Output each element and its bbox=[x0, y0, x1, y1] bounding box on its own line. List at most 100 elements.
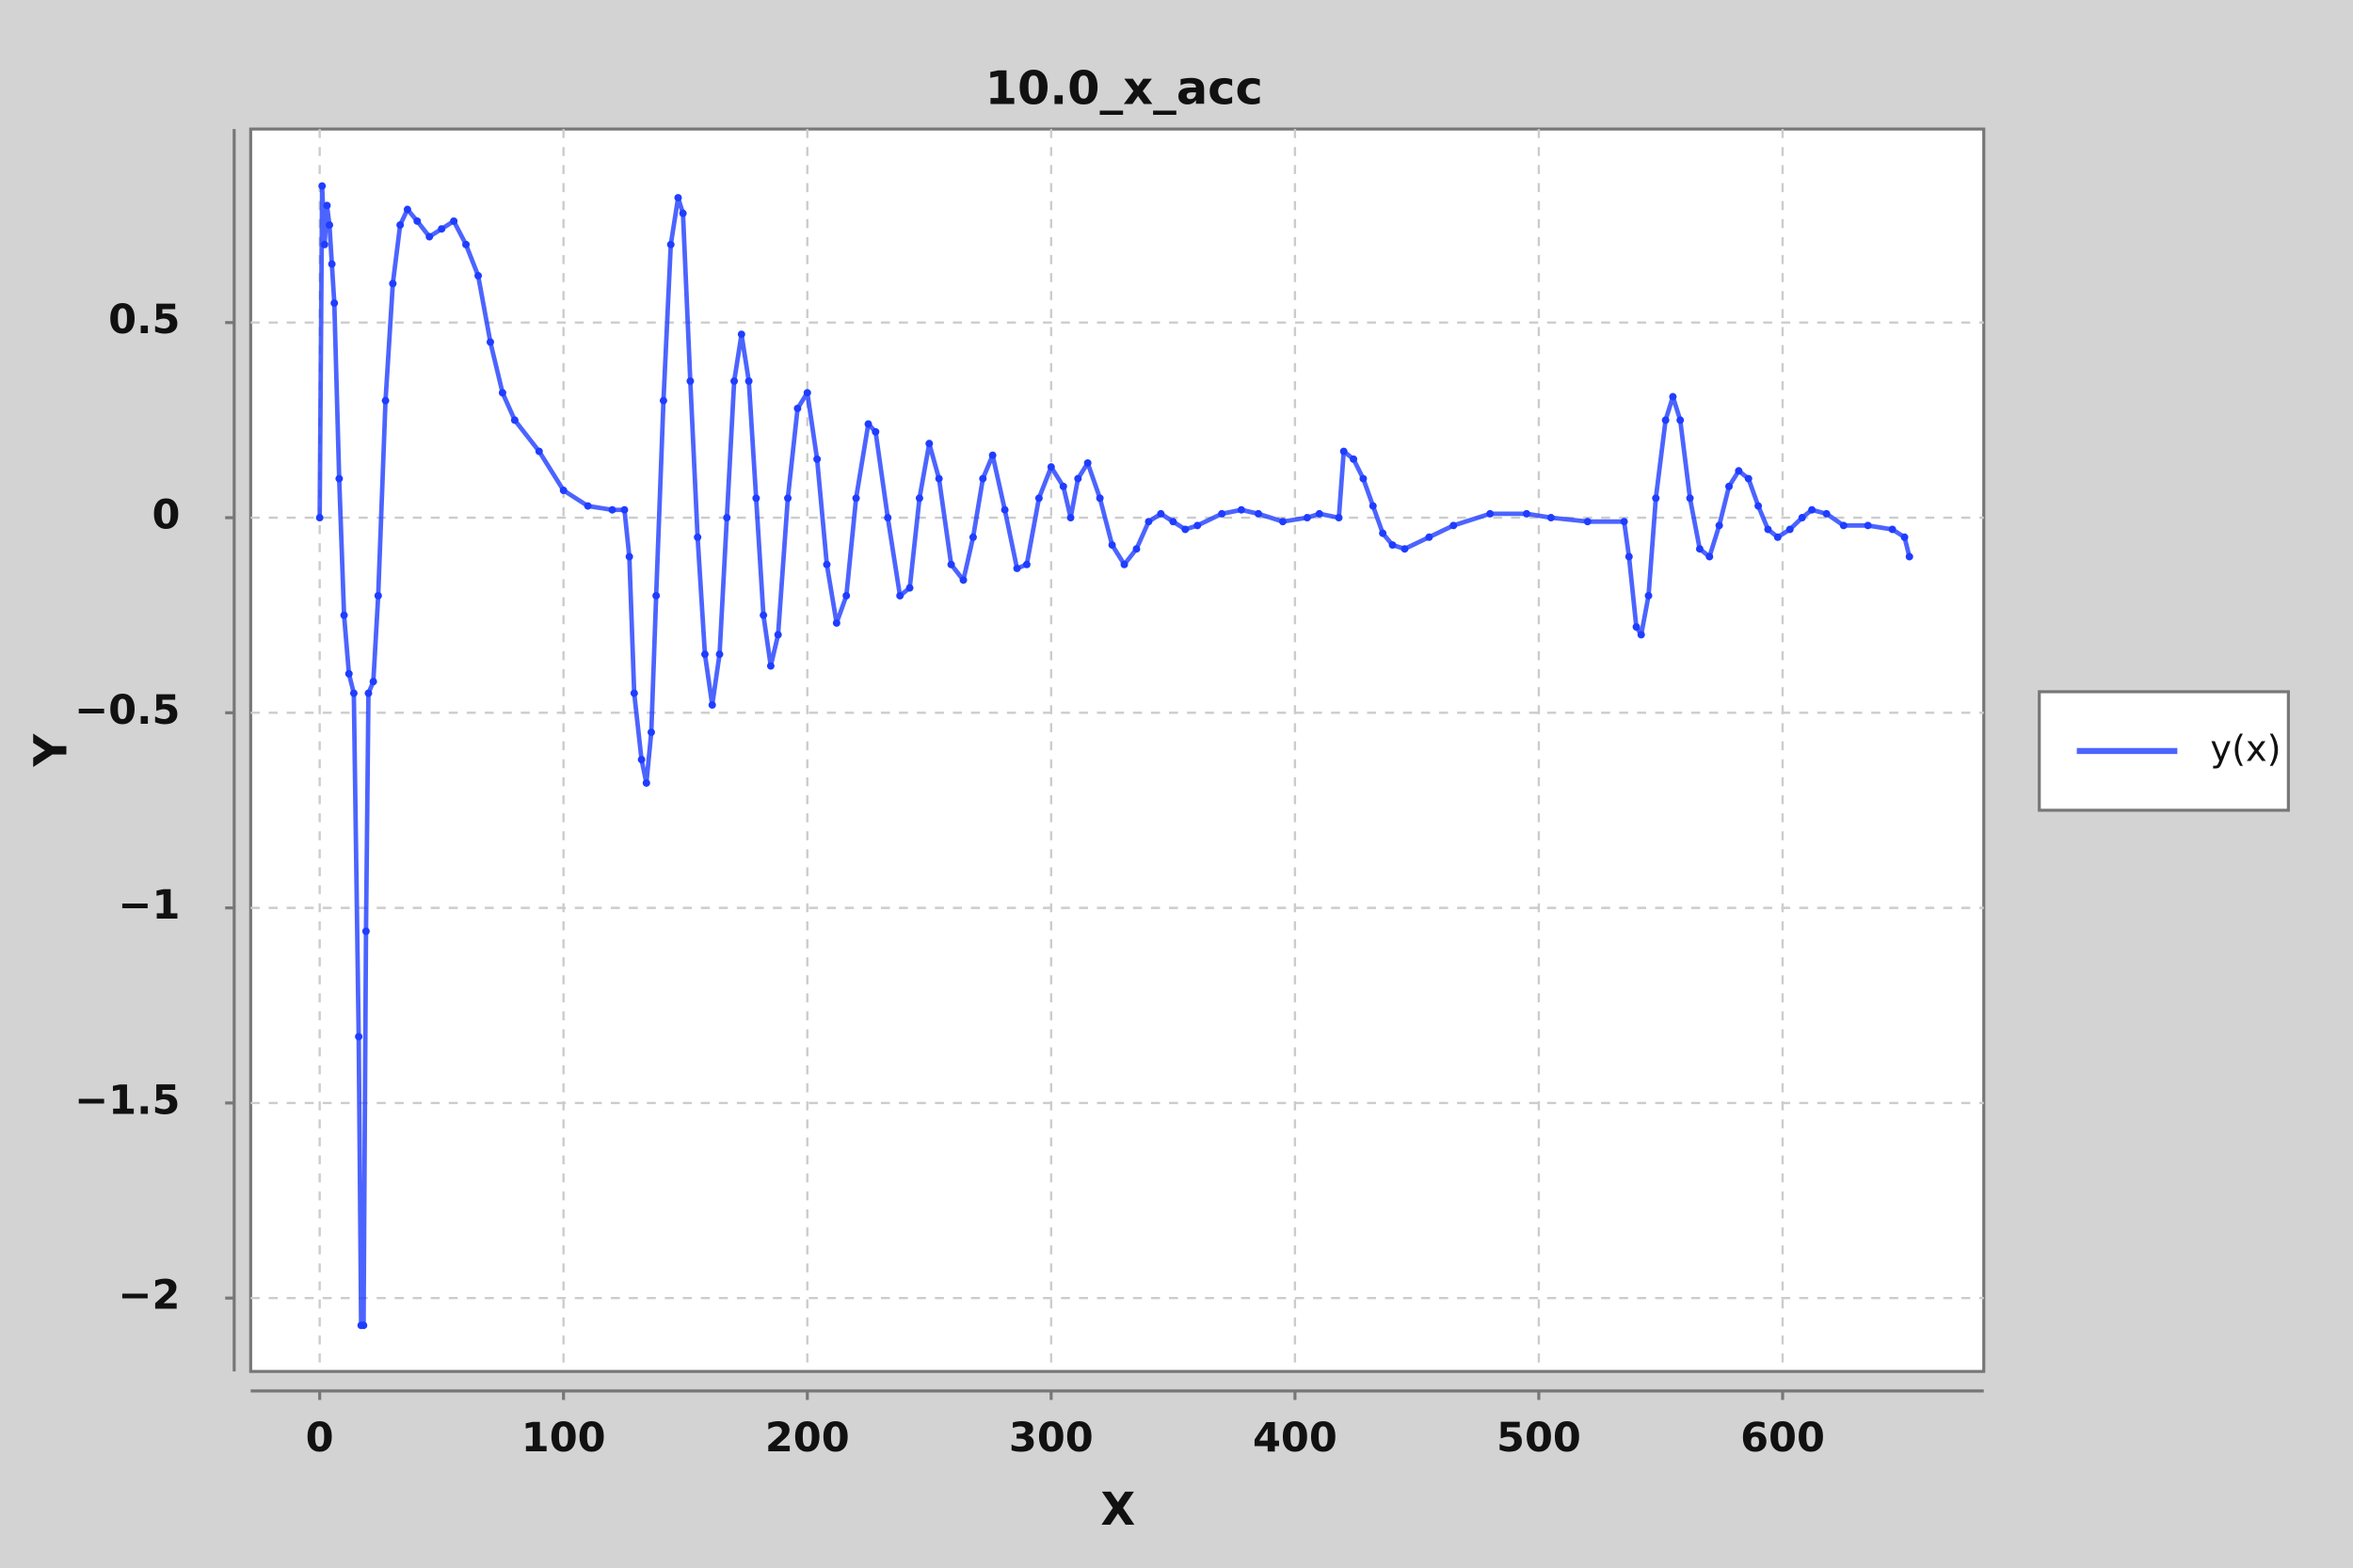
data-point bbox=[450, 216, 458, 225]
y-tick-label: −0.5 bbox=[74, 687, 180, 734]
data-point bbox=[1715, 521, 1723, 530]
legend-label: y(x) bbox=[2210, 728, 2281, 770]
data-point bbox=[318, 182, 327, 190]
data-point bbox=[1888, 525, 1897, 534]
data-point bbox=[381, 396, 390, 405]
data-point bbox=[1764, 525, 1772, 534]
data-point bbox=[1808, 505, 1817, 514]
data-point bbox=[1401, 545, 1409, 553]
data-point bbox=[335, 474, 344, 483]
plot-area bbox=[248, 127, 1986, 1373]
data-point bbox=[1218, 509, 1226, 518]
data-point bbox=[744, 376, 753, 385]
data-point bbox=[1669, 392, 1677, 401]
data-point bbox=[1905, 552, 1913, 561]
data-point bbox=[1255, 509, 1263, 518]
data-point bbox=[1315, 509, 1323, 518]
y-tick-label: 0 bbox=[152, 492, 180, 539]
data-point bbox=[659, 396, 667, 405]
data-point bbox=[1900, 533, 1909, 541]
data-point bbox=[959, 576, 968, 584]
data-point bbox=[1822, 509, 1831, 518]
data-point bbox=[935, 474, 943, 483]
data-point bbox=[793, 404, 802, 412]
data-point bbox=[1237, 505, 1245, 514]
data-point bbox=[1359, 474, 1368, 483]
data-point bbox=[1034, 494, 1043, 503]
data-point bbox=[700, 650, 709, 659]
data-point bbox=[396, 221, 405, 230]
data-point bbox=[1369, 502, 1377, 510]
x-axis-label: X bbox=[1100, 1484, 1135, 1536]
data-point bbox=[413, 216, 422, 225]
data-point bbox=[1686, 494, 1694, 503]
data-point bbox=[1066, 514, 1075, 522]
data-point bbox=[760, 611, 768, 619]
data-point bbox=[784, 494, 792, 503]
y-tick-label: −1.5 bbox=[74, 1077, 180, 1124]
y-axis-label: Y bbox=[25, 732, 77, 767]
data-point bbox=[832, 618, 840, 627]
data-point bbox=[462, 240, 471, 248]
data-point bbox=[323, 201, 331, 210]
data-point bbox=[535, 447, 543, 456]
data-point bbox=[630, 689, 638, 697]
data-point bbox=[1144, 518, 1153, 526]
data-point bbox=[979, 474, 987, 483]
data-point bbox=[1486, 509, 1495, 518]
data-point bbox=[737, 330, 745, 339]
data-point bbox=[803, 389, 811, 397]
data-point bbox=[474, 272, 483, 280]
y-tick-label: 0.5 bbox=[108, 296, 180, 344]
data-point bbox=[1864, 521, 1872, 530]
data-point bbox=[344, 669, 353, 678]
data-point bbox=[915, 494, 923, 503]
data-point bbox=[625, 552, 633, 561]
data-point bbox=[968, 533, 977, 541]
data-point bbox=[884, 514, 892, 522]
data-point bbox=[1096, 494, 1104, 503]
data-point bbox=[674, 194, 682, 202]
data-point bbox=[1705, 552, 1714, 561]
data-point bbox=[905, 584, 914, 592]
x-tick-label: 200 bbox=[765, 1415, 850, 1462]
data-point bbox=[510, 416, 519, 424]
data-point bbox=[1132, 545, 1141, 553]
data-point bbox=[752, 494, 760, 503]
data-point bbox=[823, 560, 831, 568]
data-point bbox=[647, 728, 655, 737]
data-point bbox=[1773, 533, 1782, 541]
x-tick-label: 600 bbox=[1740, 1415, 1825, 1462]
data-point bbox=[1181, 525, 1190, 534]
data-point bbox=[642, 778, 650, 787]
data-point bbox=[637, 756, 646, 764]
data-point bbox=[723, 514, 731, 522]
data-point bbox=[340, 611, 348, 619]
x-tick-label: 300 bbox=[1009, 1415, 1094, 1462]
data-point bbox=[852, 494, 860, 503]
data-point bbox=[364, 689, 373, 697]
data-point bbox=[498, 389, 506, 397]
data-point bbox=[1278, 518, 1287, 526]
data-point bbox=[1839, 521, 1848, 530]
data-point bbox=[864, 420, 872, 428]
data-point bbox=[559, 487, 568, 494]
data-point bbox=[369, 678, 377, 686]
data-point bbox=[694, 533, 702, 541]
data-point bbox=[1546, 514, 1555, 522]
data-point bbox=[1157, 509, 1165, 518]
data-point bbox=[947, 560, 955, 568]
data-point bbox=[1022, 560, 1031, 568]
data-point bbox=[1074, 474, 1082, 483]
data-point bbox=[584, 502, 592, 510]
data-point bbox=[1339, 447, 1348, 456]
data-point bbox=[666, 240, 675, 248]
data-point bbox=[896, 591, 904, 600]
data-point bbox=[438, 225, 446, 233]
data-point bbox=[1583, 518, 1592, 526]
data-point bbox=[1047, 463, 1055, 472]
y-tick-label: −2 bbox=[118, 1272, 180, 1320]
data-point bbox=[1735, 467, 1743, 475]
